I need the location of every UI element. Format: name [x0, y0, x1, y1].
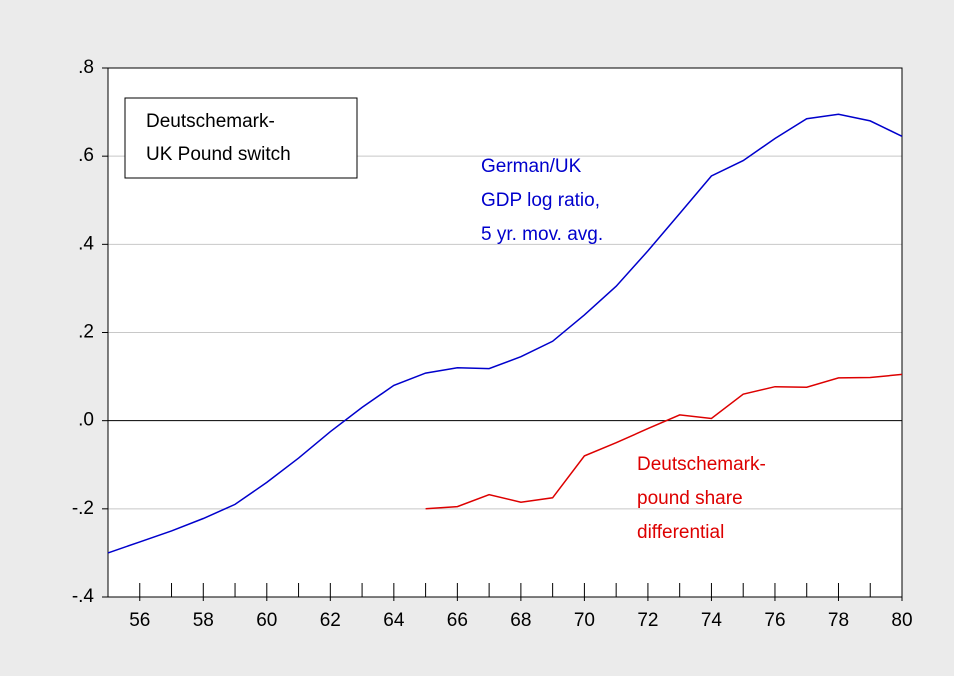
y-tick-label: -.4	[72, 586, 95, 607]
series-line	[107, 113, 903, 554]
x-tick-label: 56	[129, 610, 150, 631]
y-tick-label: -.2	[72, 498, 94, 519]
annotation-box	[124, 97, 358, 179]
plot-border	[107, 67, 903, 598]
x-tick-label: 58	[193, 610, 214, 631]
x-tick-label: 78	[828, 610, 849, 631]
y-tick-label: .2	[78, 322, 94, 343]
x-tick-label: 66	[447, 610, 468, 631]
x-tick-label: 80	[891, 610, 912, 631]
x-tick-label: 76	[764, 610, 785, 631]
x-tick-label: 64	[383, 610, 405, 631]
y-tick-label: .4	[78, 233, 94, 254]
x-tick-label: 72	[637, 610, 658, 631]
annotation-text: Deutschemark-	[146, 111, 275, 132]
x-tick-label: 60	[256, 610, 277, 631]
y-tick-label: .0	[78, 410, 94, 431]
x-tick-label: 62	[320, 610, 341, 631]
x-tick-label: 70	[574, 610, 595, 631]
series-label: pound share	[637, 488, 743, 509]
series-label: differential	[637, 522, 724, 543]
x-tick-label: 68	[510, 610, 531, 631]
series-label: 5 yr. mov. avg.	[481, 224, 603, 245]
series-line	[425, 373, 903, 510]
annotation-text: UK Pound switch	[146, 144, 291, 165]
series-label: German/UK	[481, 156, 582, 177]
y-tick-label: .6	[78, 145, 94, 166]
y-tick-label: .8	[78, 57, 94, 78]
series-label: Deutschemark-	[637, 454, 766, 475]
x-tick-label: 74	[701, 610, 723, 631]
series-label: GDP log ratio,	[481, 190, 600, 211]
